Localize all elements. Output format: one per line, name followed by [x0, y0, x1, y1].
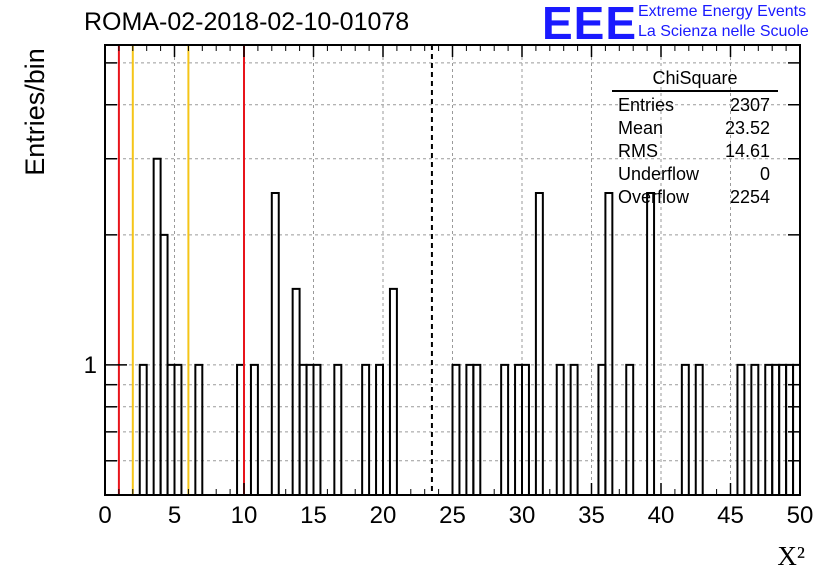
x-tick-label: 10 [231, 502, 258, 529]
stats-label: RMS [618, 141, 658, 161]
stats-title: ChiSquare [612, 68, 778, 92]
histogram-bin [646, 191, 656, 495]
histogram-bin [555, 363, 565, 495]
histogram-bin [680, 363, 690, 495]
x-tick-label: 30 [509, 502, 536, 529]
stats-row-rms: RMS 14.61 [612, 140, 778, 163]
histogram-bin [604, 191, 614, 495]
histogram-bin [625, 363, 635, 495]
stats-row-overflow: Overflow 2254 [612, 186, 778, 209]
histogram-bin [569, 363, 579, 495]
histogram-bins [138, 157, 801, 495]
stats-value: 14.61 [724, 141, 770, 161]
histogram-bin [249, 363, 259, 495]
stats-value: 0 [759, 164, 770, 184]
stats-label: Underflow [618, 164, 700, 184]
histogram-bin [472, 363, 482, 495]
y-tick-label: 1 [84, 352, 97, 379]
stats-box: ChiSquare Entries 2307 Mean 23.52 RMS 14… [612, 68, 778, 209]
x-tick-label: 50 [787, 502, 814, 529]
stats-row-mean: Mean 23.52 [612, 117, 778, 140]
stats-row-underflow: Underflow 0 [612, 163, 778, 186]
x-axis-label: X² [777, 541, 805, 571]
axes: 0 5 10 15 20 25 30 35 40 45 50 1 [84, 44, 814, 529]
x-tick-label: 20 [370, 502, 397, 529]
histogram-bin [736, 363, 746, 495]
x-tick-label: 5 [168, 502, 181, 529]
histogram-bin [291, 287, 301, 495]
chart-title: ROMA-02-2018-02-10-01078 [84, 8, 410, 36]
stats-label: Mean [618, 118, 664, 138]
stats-label: Entries [618, 95, 675, 115]
histogram-bin [173, 363, 183, 495]
stats-value: 2307 [729, 95, 770, 115]
histogram-bin [312, 363, 322, 495]
histogram-bin [388, 287, 398, 495]
stats-row-entries: Entries 2307 [612, 94, 778, 117]
logo-line-1: Extreme Energy Events [638, 3, 807, 20]
histogram-bin [270, 191, 280, 495]
x-tick-label: 40 [648, 502, 675, 529]
histogram-bin [534, 191, 544, 495]
stats-value: 2254 [729, 187, 770, 207]
logo-line-2: La Scienza nelle Scuole [638, 23, 809, 40]
reference-lines [117, 45, 433, 495]
x-tick-label: 45 [717, 502, 744, 529]
stats-label: Overflow [618, 187, 690, 207]
histogram-bin [194, 363, 204, 495]
histogram-bin [500, 363, 510, 495]
histogram-bin [138, 363, 148, 495]
x-tick-label: 15 [300, 502, 327, 529]
histogram-bin [361, 363, 371, 495]
histogram-bin [694, 363, 704, 495]
x-tick-label: 35 [578, 502, 605, 529]
histogram-bin [152, 157, 162, 495]
histogram-bin [521, 363, 530, 495]
x-tick-label: 25 [439, 502, 466, 529]
y-axis-label: Entries/bin [20, 48, 50, 176]
x-tick-label: 0 [98, 502, 111, 529]
histogram-bin [750, 363, 760, 495]
histogram-bin [451, 363, 461, 495]
histogram-bin [333, 363, 343, 495]
eee-logo: EEE [542, 0, 638, 49]
stats-value: 23.52 [724, 118, 770, 138]
histogram-bin [375, 363, 384, 495]
stats-rows: Entries 2307 Mean 23.52 RMS 14.61 Underf… [612, 94, 778, 209]
